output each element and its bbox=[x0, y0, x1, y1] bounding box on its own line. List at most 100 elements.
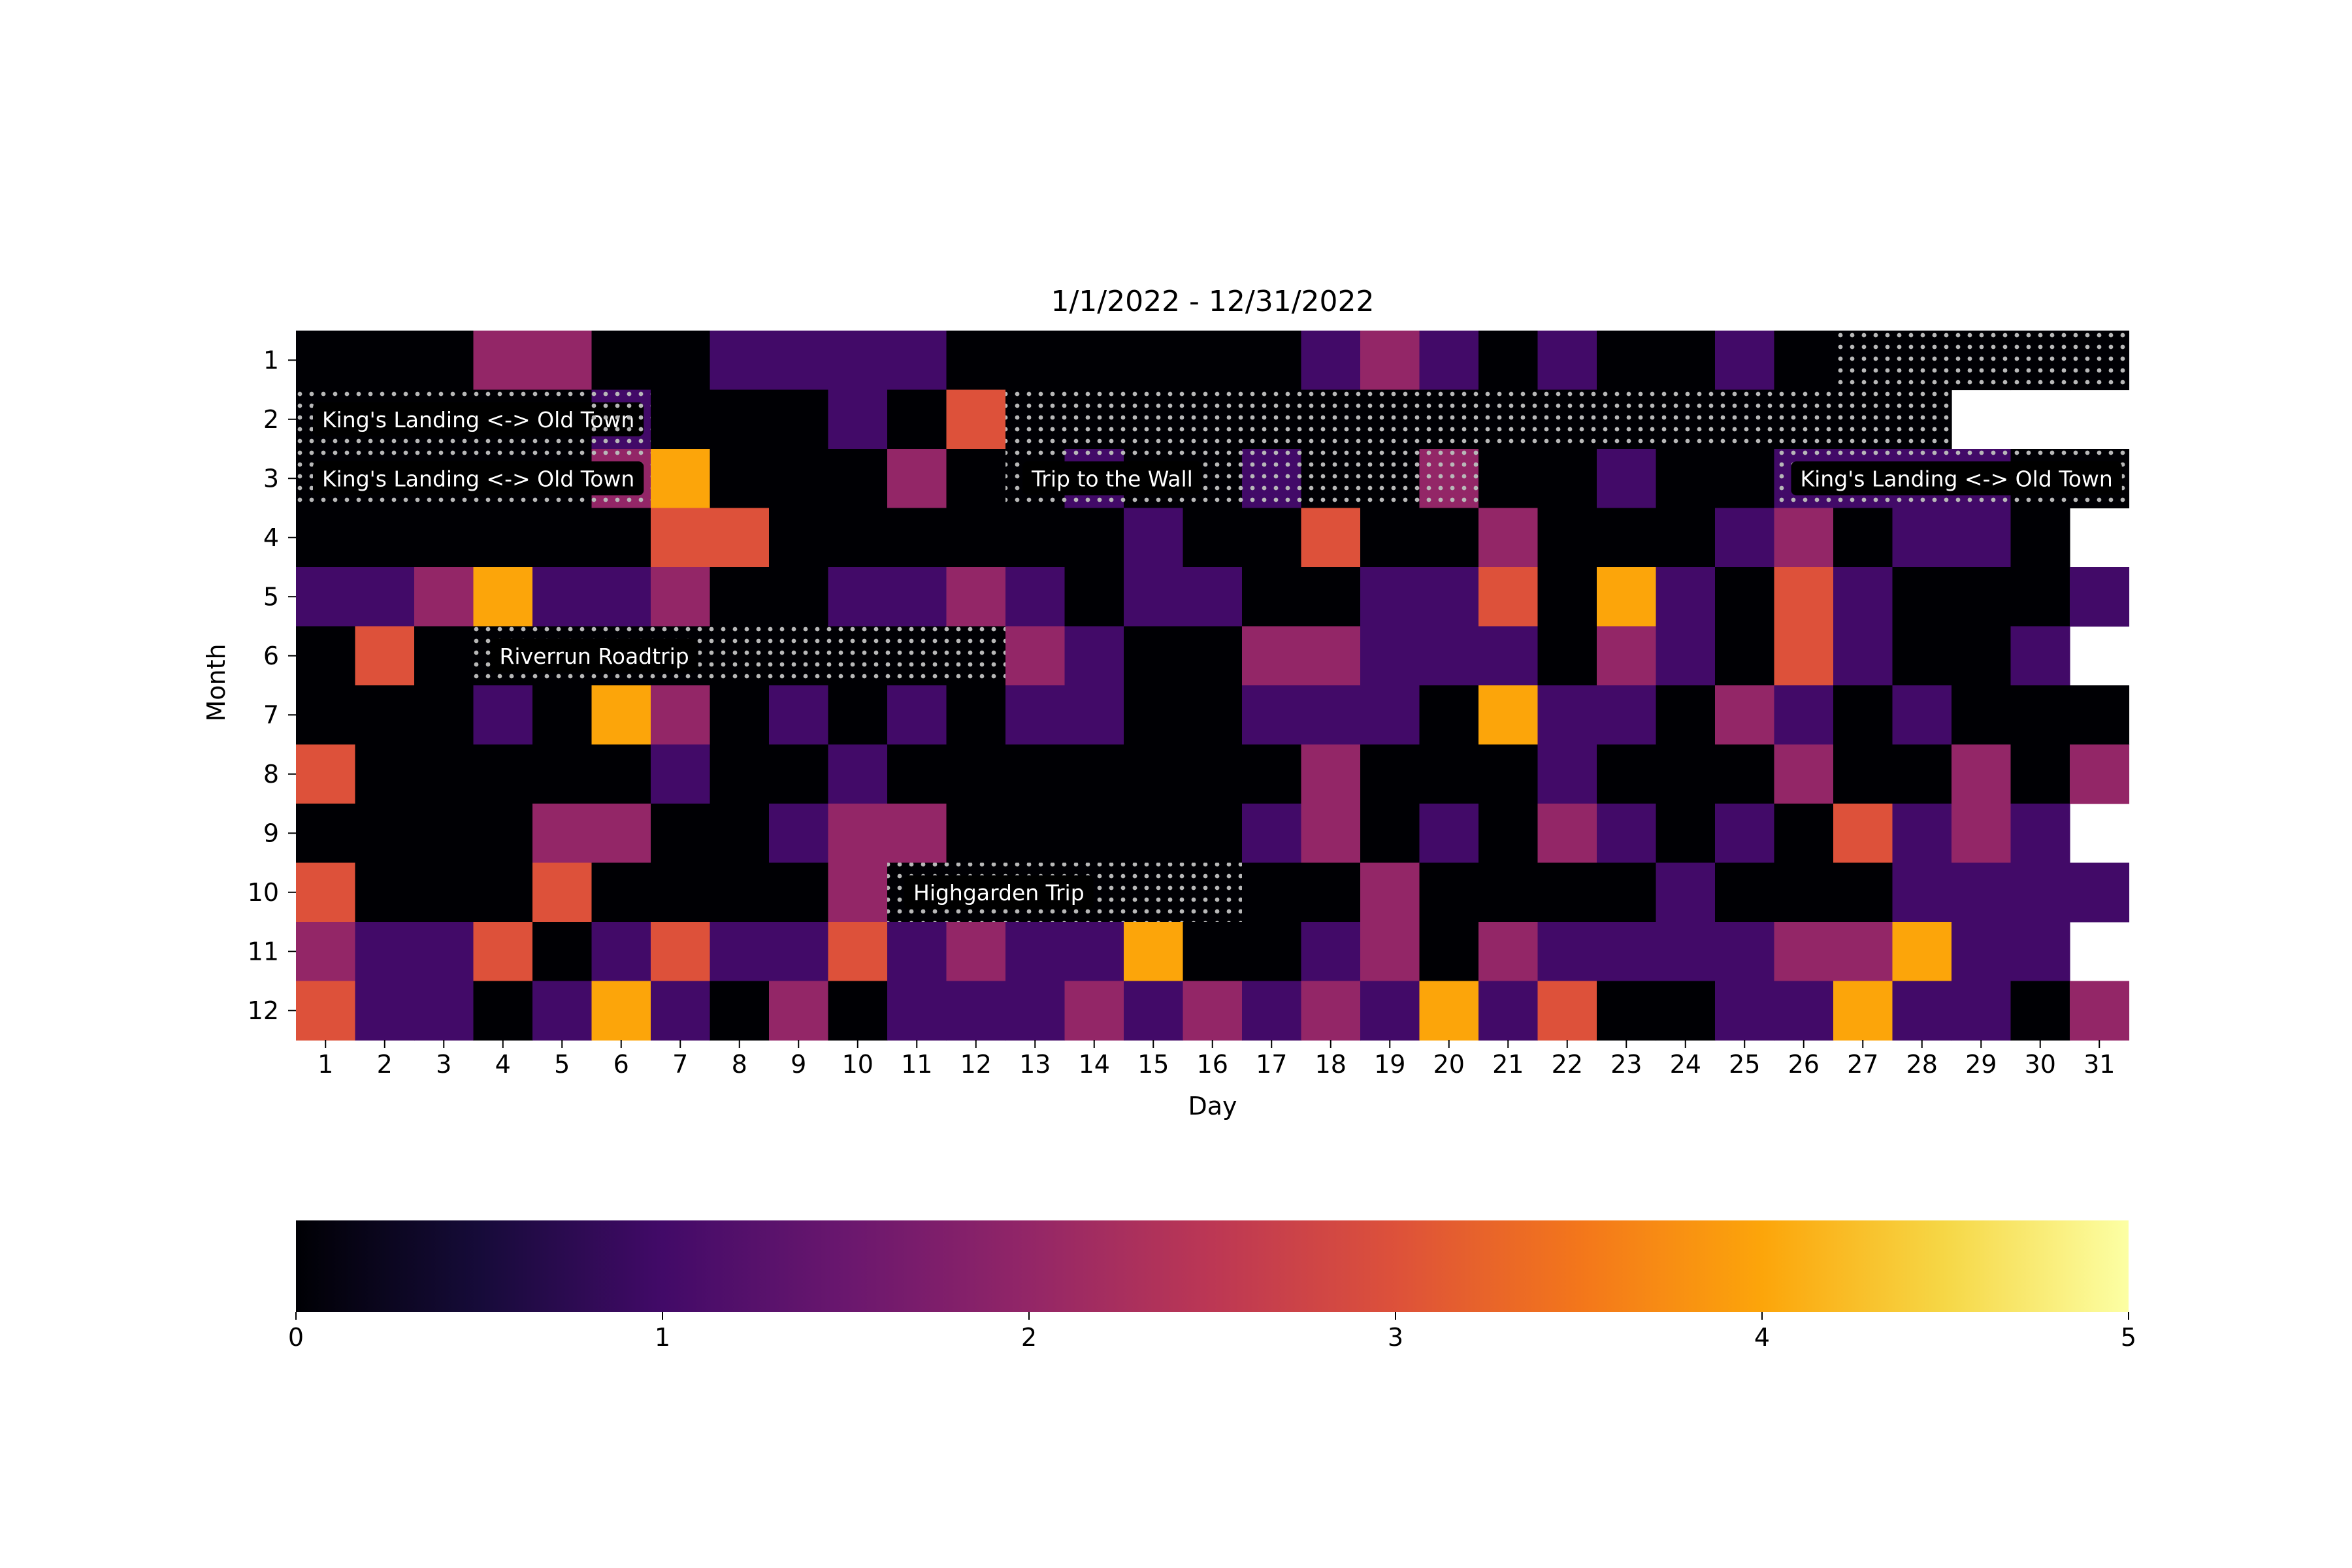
heatmap-cell bbox=[1124, 331, 1184, 391]
heatmap-cell bbox=[1892, 922, 1952, 982]
heatmap-cell bbox=[828, 922, 888, 982]
colorbar-tick-label: 4 bbox=[1754, 1323, 1770, 1352]
heatmap-cell bbox=[651, 508, 711, 568]
heatmap-cell bbox=[1064, 981, 1124, 1041]
x-tick-label: 28 bbox=[1906, 1050, 1938, 1079]
y-tick-label: 7 bbox=[263, 700, 279, 729]
y-tick-label: 11 bbox=[248, 937, 279, 966]
heatmap-cell bbox=[1183, 981, 1243, 1041]
heatmap-cell bbox=[355, 981, 415, 1041]
heatmap-cell bbox=[1952, 922, 2012, 982]
heatmap-cell bbox=[1537, 922, 1597, 982]
y-tick-label: 4 bbox=[263, 523, 279, 552]
heatmap-cell bbox=[769, 744, 829, 804]
heatmap-cell bbox=[532, 804, 593, 864]
heatmap-cell bbox=[1774, 567, 1834, 627]
heatmap-cell bbox=[1597, 862, 1657, 923]
heatmap-cell bbox=[473, 567, 533, 627]
heatmap-cell bbox=[1301, 804, 1361, 864]
heatmap-cell bbox=[2010, 626, 2070, 686]
heatmap-cell bbox=[1360, 981, 1420, 1041]
heatmap-cell bbox=[355, 685, 415, 745]
heatmap-cell bbox=[828, 331, 888, 391]
trip-label: Trip to the Wall bbox=[1031, 466, 1193, 491]
heatmap-cell bbox=[710, 804, 770, 864]
heatmap-cell bbox=[1242, 804, 1302, 864]
x-tick-label: 20 bbox=[1433, 1050, 1465, 1079]
heatmap-cell bbox=[1537, 804, 1597, 864]
heatmap-cell bbox=[1597, 626, 1657, 686]
heatmap-cell bbox=[1301, 862, 1361, 923]
heatmap-cell bbox=[1597, 744, 1657, 804]
heatmap-cell bbox=[1419, 626, 1479, 686]
heatmap-cell bbox=[1715, 331, 1775, 391]
heatmap-cell bbox=[473, 508, 533, 568]
heatmap-cell bbox=[1656, 567, 1716, 627]
heatmap-cell bbox=[1537, 981, 1597, 1041]
heatmap-cell bbox=[946, 449, 1006, 509]
heatmap-cell bbox=[2070, 981, 2130, 1041]
heatmap-cell bbox=[1419, 981, 1479, 1041]
x-tick-label: 11 bbox=[901, 1050, 932, 1079]
heatmap-cell bbox=[1005, 981, 1066, 1041]
heatmap-cell bbox=[1952, 626, 2012, 686]
heatmap-cell bbox=[296, 567, 356, 627]
y-tick-label: 10 bbox=[248, 878, 279, 907]
heatmap-cell bbox=[296, 862, 356, 923]
heatmap-cell bbox=[1360, 685, 1420, 745]
heatmap-cell bbox=[651, 744, 711, 804]
heatmap-cell bbox=[1715, 685, 1775, 745]
heatmap-cell bbox=[651, 804, 711, 864]
heatmap-cell bbox=[2010, 862, 2070, 923]
trip-label: Riverrun Roadtrip bbox=[500, 644, 689, 669]
x-tick-label: 25 bbox=[1729, 1050, 1760, 1079]
heatmap-cell bbox=[1301, 922, 1361, 982]
colorbar-tick-label: 2 bbox=[1021, 1323, 1037, 1352]
heatmap-cell bbox=[532, 508, 593, 568]
trip-hatch bbox=[1005, 389, 1952, 449]
heatmap-cell bbox=[1656, 804, 1716, 864]
heatmap-cell bbox=[1301, 626, 1361, 686]
trip-label-box bbox=[1791, 461, 2122, 496]
heatmap-cell bbox=[414, 804, 474, 864]
heatmap-cell bbox=[591, 685, 651, 745]
heatmap-cell bbox=[1833, 685, 1893, 745]
heatmap-cell bbox=[414, 508, 474, 568]
heatmap-cell bbox=[1892, 862, 1952, 923]
heatmap-cell bbox=[532, 862, 593, 923]
heatmap-cell bbox=[1537, 331, 1597, 391]
heatmap-cell bbox=[1064, 685, 1124, 745]
heatmap-cell bbox=[710, 744, 770, 804]
heatmap-cell bbox=[532, 331, 593, 391]
y-tick-label: 6 bbox=[263, 642, 279, 670]
heatmap-cell bbox=[1183, 744, 1243, 804]
heatmap-cell bbox=[1360, 744, 1420, 804]
heatmap-cell bbox=[1478, 567, 1539, 627]
heatmap-cell bbox=[1064, 508, 1124, 568]
heatmap-cell bbox=[2070, 685, 2130, 745]
heatmap-cell bbox=[296, 685, 356, 745]
trip-label: King's Landing <-> Old Town bbox=[1801, 466, 2113, 491]
heatmap-cell bbox=[414, 744, 474, 804]
heatmap-cell bbox=[1715, 804, 1775, 864]
heatmap-cell bbox=[591, 508, 651, 568]
heatmap-cell bbox=[1064, 626, 1124, 686]
heatmap-cell bbox=[1064, 922, 1124, 982]
heatmap-cell bbox=[1537, 449, 1597, 509]
heatmap-cell bbox=[532, 744, 593, 804]
heatmap-cell bbox=[1478, 449, 1539, 509]
heatmap-cell bbox=[887, 389, 947, 449]
heatmap-cell bbox=[2010, 508, 2070, 568]
heatmap-cell bbox=[1005, 508, 1066, 568]
heatmap-cell bbox=[1833, 804, 1893, 864]
heatmap-cell bbox=[1419, 744, 1479, 804]
heatmap-cell bbox=[946, 804, 1006, 864]
heatmap-cell bbox=[828, 804, 888, 864]
y-tick-label: 8 bbox=[263, 760, 279, 789]
heatmap-cell bbox=[710, 389, 770, 449]
heatmap-cell bbox=[1656, 685, 1716, 745]
x-tick-label: 14 bbox=[1079, 1050, 1110, 1079]
heatmap-cell bbox=[887, 508, 947, 568]
heatmap-cell bbox=[2010, 744, 2070, 804]
